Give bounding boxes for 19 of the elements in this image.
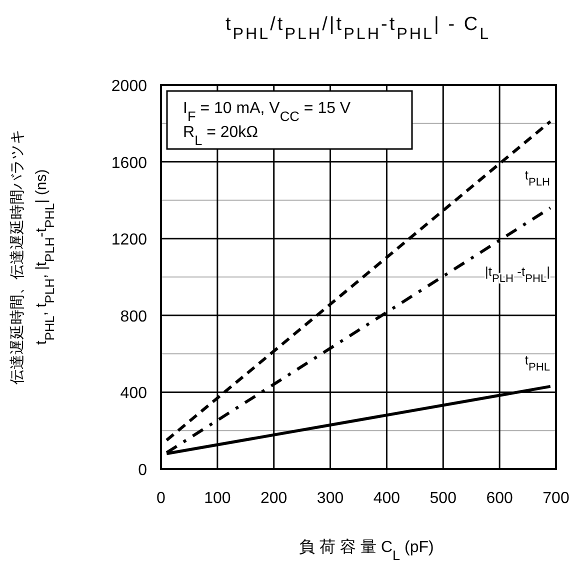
y-tick-label: 2000 <box>111 78 148 95</box>
x-tick-label: 500 <box>430 490 457 507</box>
x-axis-title: 負 荷 容 量 C$_{L}$ (pF) <box>299 538 434 562</box>
x-tick-label: 200 <box>260 490 288 507</box>
x-tick-label: 300 <box>316 490 344 507</box>
chart-title: t$_{PHL}$/t$_{PLH}$/|t$_{PLH}$-t$_{PHL}$| - C$_{L}$ <box>225 14 491 43</box>
series-label: t$_{PLH}$ <box>524 167 550 188</box>
x-tick-label: 100 <box>204 490 231 507</box>
x-tick-label: 700 <box>542 490 570 507</box>
y-tick-label: 1600 <box>111 154 148 172</box>
y-tick-label: 800 <box>120 308 148 326</box>
series-label: t$_{PHL}$ <box>524 352 550 374</box>
y-tick-label: 400 <box>120 385 148 402</box>
x-tick-label: 400 <box>373 490 400 507</box>
x-tick-label: 600 <box>486 490 514 507</box>
condition-note: I$_{F}$ = 10 mA, V$_{CC}$ = 15 V R$_{L}$ = 20kΩ <box>166 90 413 150</box>
y-tick-label: 0 <box>138 462 148 479</box>
y-tick-label: 1200 <box>111 232 148 249</box>
x-tick-label: 0 <box>156 490 166 507</box>
